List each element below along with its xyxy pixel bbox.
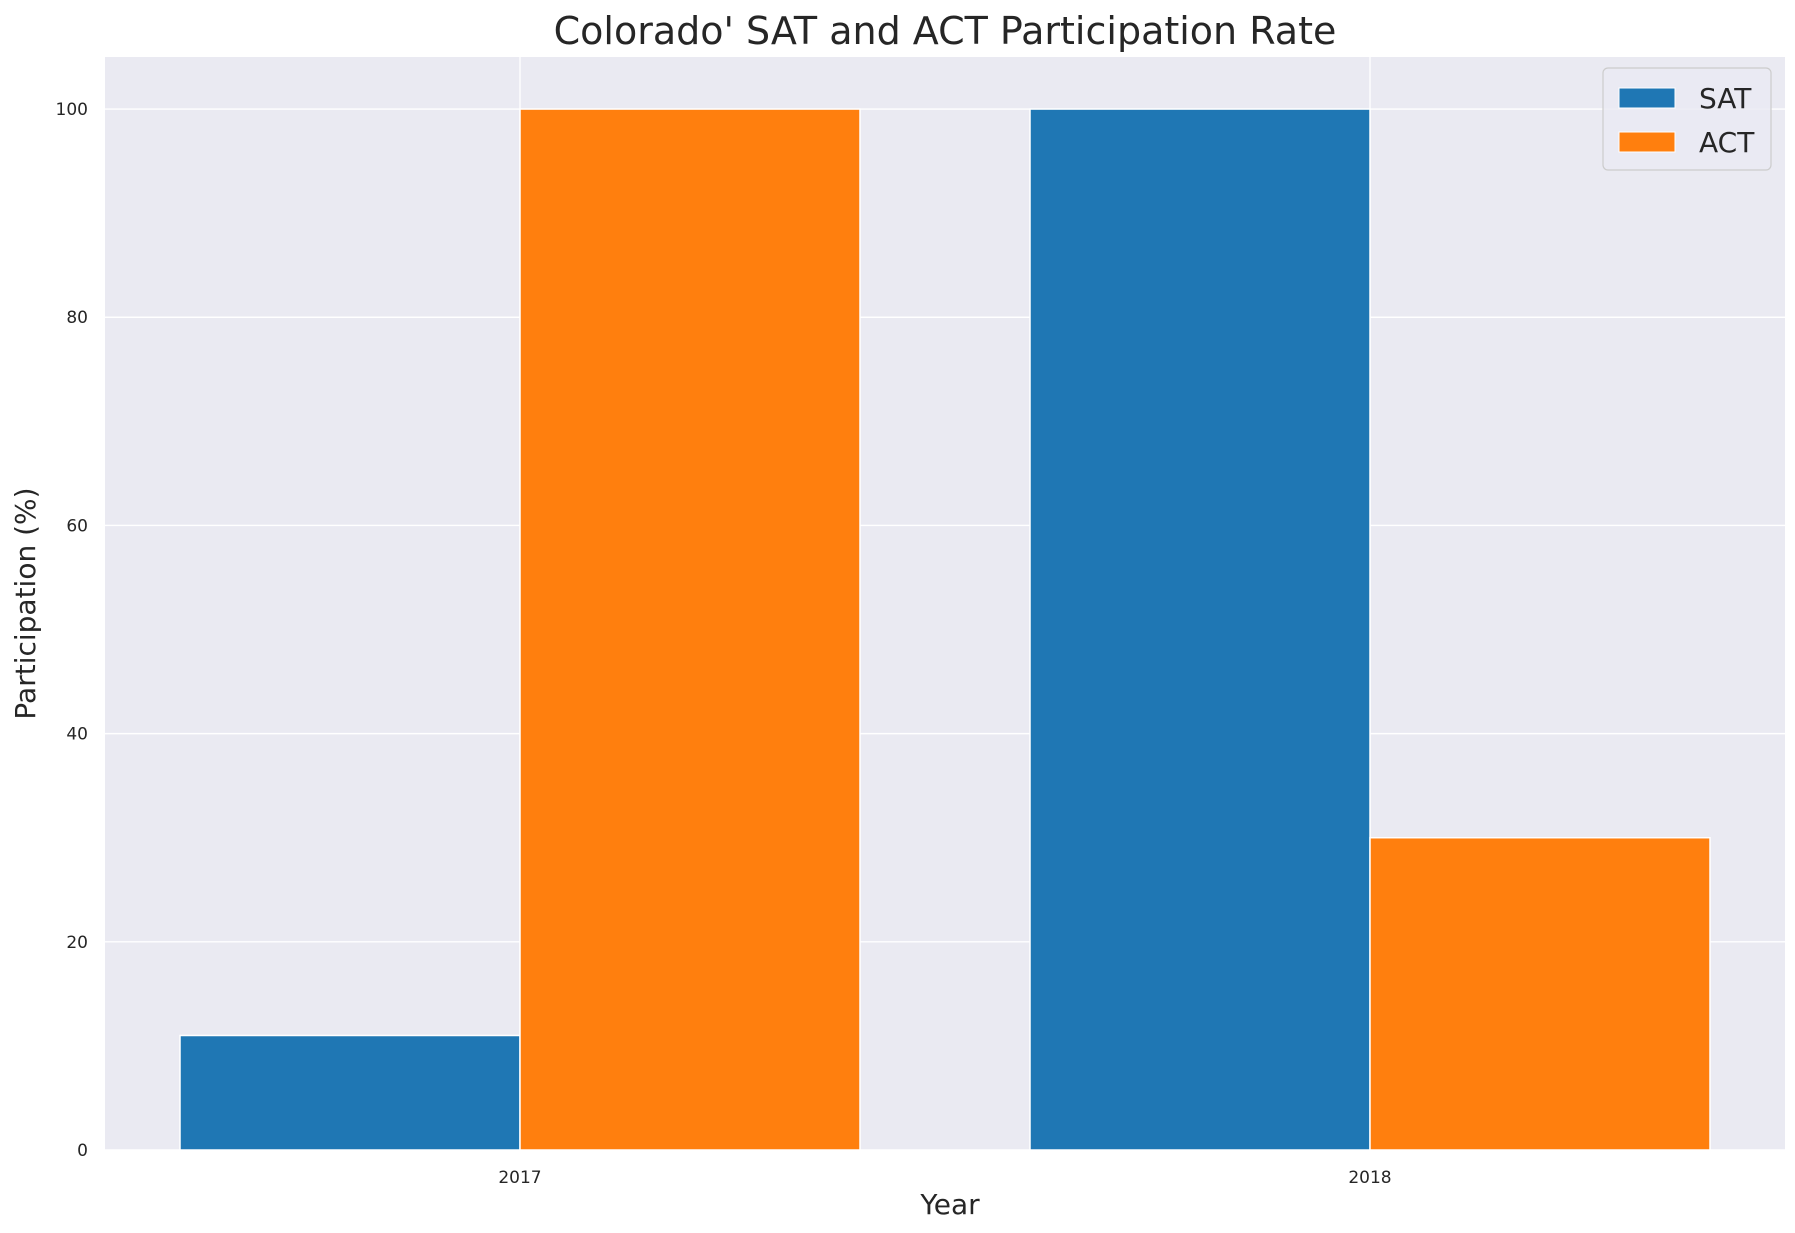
bar-act-2018 xyxy=(1369,836,1711,1151)
bar-sat-2017 xyxy=(179,1034,521,1151)
tick-labels: 0 20 40 60 80 100 2017 2018 xyxy=(56,100,1392,1188)
y-tick-label: 0 xyxy=(77,1141,88,1161)
legend-label-act: ACT xyxy=(1699,126,1755,159)
x-tick-label: 2018 xyxy=(1348,1168,1391,1188)
legend: SAT ACT xyxy=(1602,67,1772,171)
chart-title: Colorado' SAT and ACT Participation Rate xyxy=(554,9,1337,53)
y-tick-label: 20 xyxy=(66,933,88,953)
bars xyxy=(179,108,1711,1151)
x-tick-label: 2017 xyxy=(498,1168,541,1188)
legend-swatch-act xyxy=(1618,131,1676,153)
bar-act-2017 xyxy=(519,108,861,1151)
legend-swatch-sat xyxy=(1618,87,1676,109)
y-tick-label: 80 xyxy=(66,308,88,328)
y-axis-label: Participation (%) xyxy=(9,487,42,719)
legend-label-sat: SAT xyxy=(1699,82,1752,115)
y-tick-label: 100 xyxy=(56,100,88,120)
x-axis-label: Year xyxy=(919,1188,980,1221)
y-tick-label: 40 xyxy=(66,725,88,745)
y-tick-label: 60 xyxy=(66,516,88,536)
bar-sat-2018 xyxy=(1029,108,1371,1151)
